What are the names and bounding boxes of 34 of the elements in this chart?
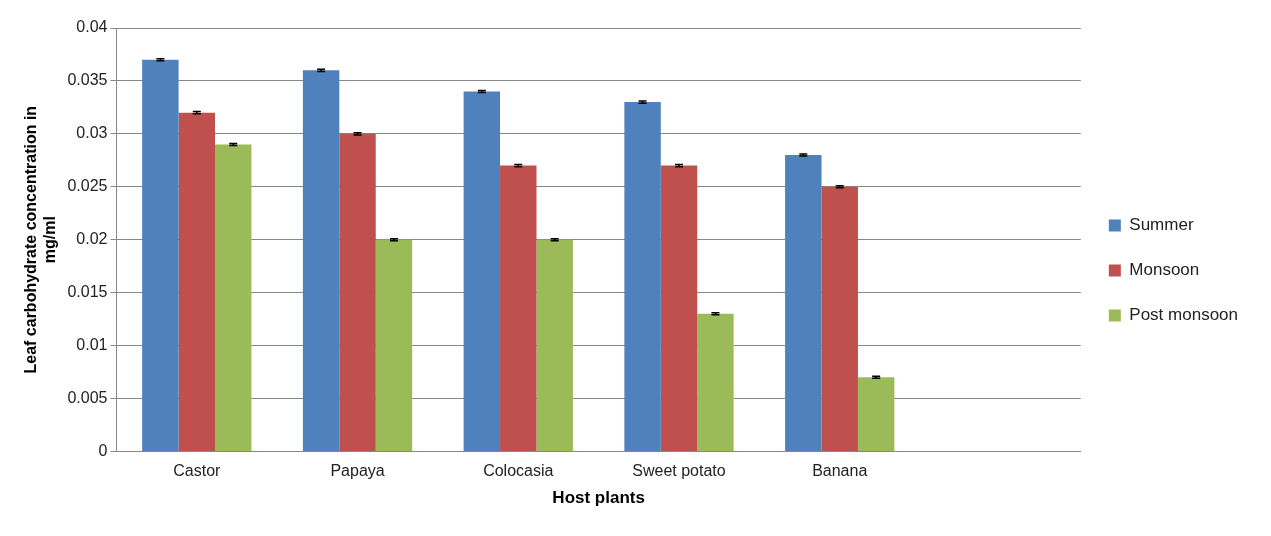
bar [339, 133, 376, 451]
bar [500, 165, 537, 451]
bar [142, 59, 179, 451]
bar [857, 377, 895, 451]
y-tick-label: 0 [98, 441, 108, 459]
y-tick-label: 0.02 [76, 230, 108, 248]
legend-label: Monsoon [1129, 260, 1200, 280]
bar [536, 239, 573, 451]
bar [302, 70, 340, 451]
y-tick-label: 0.005 [67, 388, 108, 406]
bar [178, 112, 216, 451]
x-tick-label: Sweet potato [632, 462, 726, 480]
legend-label: Post monsoon [1129, 305, 1239, 325]
y-axis-title: Leaf carbohydrate concentration in mg/ml [22, 105, 59, 374]
x-tick-label: Colocasia [483, 462, 554, 480]
x-tick-label: Papaya [330, 462, 385, 480]
y-tick-label: 0.01 [76, 335, 108, 353]
legend-label: Summer [1129, 215, 1194, 235]
y-tick-label: 0.015 [67, 283, 108, 301]
bar [463, 91, 501, 451]
x-axis-title: Host plants [552, 488, 645, 508]
bar [375, 239, 413, 451]
bar [821, 186, 858, 451]
y-tick-label: 0.04 [76, 18, 108, 36]
x-tick-label: Banana [812, 462, 868, 480]
bar [215, 144, 252, 451]
bar [785, 155, 822, 451]
bar [624, 102, 661, 451]
y-tick-label: 0.025 [67, 177, 108, 195]
y-tick-label: 0.03 [76, 124, 108, 142]
bar [697, 313, 734, 451]
x-tick-label: Castor [173, 462, 222, 480]
y-tick-label: 0.035 [67, 71, 108, 89]
bar [660, 165, 698, 451]
